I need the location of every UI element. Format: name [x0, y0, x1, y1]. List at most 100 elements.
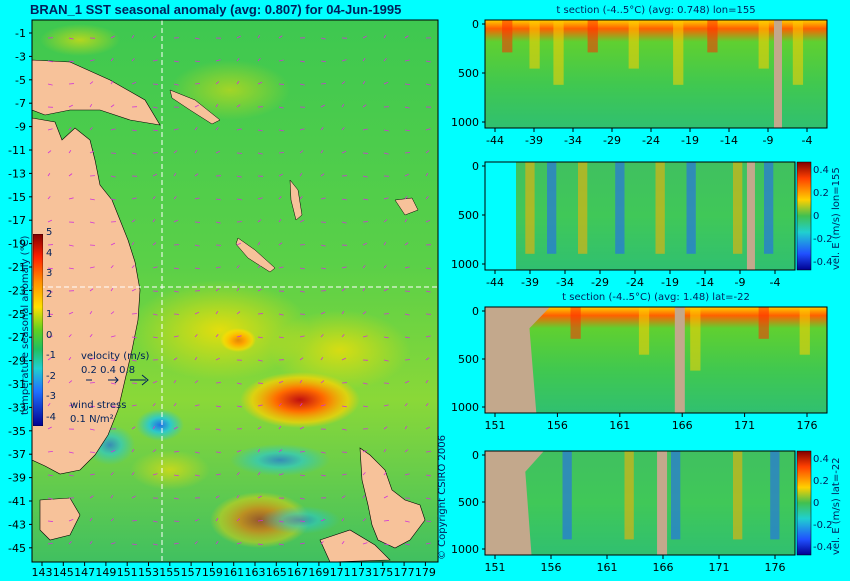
section-x-tick-label: 151	[485, 561, 506, 574]
section-feature	[759, 307, 769, 339]
section-feature	[525, 162, 534, 254]
section-y-tick-label: 500	[458, 209, 479, 222]
section-colorbar-tick: 0.2	[813, 188, 829, 199]
section-feature	[529, 20, 539, 69]
map-y-tick-label: -17	[8, 214, 26, 227]
section-land-ridge	[675, 307, 685, 413]
t-section-lon155-title: t section (-4..5°C) (avg: 0.748) lon=155	[536, 5, 776, 16]
map-colorbar-tick: -4	[46, 412, 56, 423]
map-x-tick-label: 167	[287, 566, 308, 579]
map-x-tick-label: 171	[330, 566, 351, 579]
section-x-tick-label: -44	[486, 134, 504, 147]
section-x-tick-label: 176	[765, 561, 786, 574]
section-feature	[547, 162, 556, 254]
section-feature	[578, 162, 587, 254]
map-y-tick-label: -1	[15, 27, 26, 40]
velocity-arrow	[384, 520, 389, 521]
cool-anomaly-2	[230, 444, 330, 476]
section-x-tick-label: -9	[763, 134, 774, 147]
section-x-tick-label: -24	[642, 134, 660, 147]
section-x-tick-label: 166	[653, 561, 674, 574]
map-y-tick-label: -41	[8, 495, 26, 508]
map-y-tick-label: -7	[15, 97, 26, 110]
section-colorbar-tick: -0.4	[813, 542, 833, 553]
section-x-tick-label: 156	[547, 419, 568, 432]
section-colorbar-tick: -0.2	[813, 520, 833, 531]
section-feature	[733, 451, 742, 539]
section-feature	[800, 307, 810, 355]
velocity-arrow	[48, 521, 53, 522]
section-y-tick-label: 0	[472, 449, 479, 462]
section-x-tick-label: 161	[609, 419, 630, 432]
section-feature	[502, 20, 512, 52]
section-feature	[687, 162, 696, 254]
section-y-tick-label: 0	[472, 305, 479, 318]
mild-anomaly-3	[130, 450, 210, 490]
vel-section-lat-22-colorbar	[797, 451, 811, 555]
map-colorbar-tick: 1	[46, 309, 52, 320]
map-y-tick-label: -15	[8, 191, 26, 204]
velocity-legend-arrows	[80, 372, 150, 386]
section-feature	[625, 451, 634, 539]
section-feature	[553, 20, 563, 85]
section-feature	[615, 162, 624, 254]
section-y-tick-label: 1000	[451, 543, 479, 556]
cool-anomaly-1	[136, 409, 184, 441]
map-x-tick-label: 143	[32, 566, 53, 579]
map-x-tick-label: 179	[415, 566, 436, 579]
wind-legend-value: 0.1 N/m²	[70, 414, 114, 425]
section-feature	[639, 307, 649, 355]
t-section-lat-22-title: t section (-4..5°C) (avg: 1.48) lat=-22	[536, 292, 776, 303]
map-colorbar-tick: 2	[46, 289, 52, 300]
section-y-tick-label: 0	[472, 18, 479, 31]
vel-section-lat-22-field	[485, 451, 795, 555]
section-x-tick-label: -29	[591, 276, 609, 289]
section-x-tick-label: -14	[696, 276, 714, 289]
section-x-tick-label: 171	[734, 419, 755, 432]
map-y-tick-label: -3	[15, 50, 26, 63]
section-colorbar-tick: 0.4	[813, 454, 829, 465]
map-y-tick-label: -5	[15, 74, 26, 87]
map-x-tick-label: 161	[223, 566, 244, 579]
velocity-arrow	[321, 83, 326, 84]
map-colorbar-tick: 4	[46, 248, 52, 259]
section-feature	[733, 162, 742, 254]
section-x-tick-label: -19	[661, 276, 679, 289]
velocity-arrow	[174, 521, 179, 522]
section-x-tick-label: -19	[681, 134, 699, 147]
section-x-tick-label: -29	[603, 134, 621, 147]
section-x-tick-label: 161	[597, 561, 618, 574]
section-nodata	[485, 162, 516, 270]
section-x-tick-label: -39	[521, 276, 539, 289]
map-x-tick-label: 155	[159, 566, 180, 579]
map-y-tick-label: -43	[8, 518, 26, 531]
wind-legend-title: wind stress	[70, 400, 126, 411]
section-colorbar-tick: -0.2	[813, 234, 833, 245]
section-feature	[793, 20, 803, 85]
velocity-arrow	[174, 451, 179, 452]
map-x-tick-label: 165	[266, 566, 287, 579]
section-x-tick-label: 171	[709, 561, 730, 574]
map-x-tick-label: 173	[351, 566, 372, 579]
section-feature	[759, 20, 769, 69]
map-colorbar	[33, 234, 43, 426]
velocity-legend-title: velocity (m/s)	[81, 351, 149, 362]
section-feature	[671, 451, 680, 539]
section-colorbar-tick: 0	[813, 211, 819, 222]
section-y-tick-label: 1000	[451, 116, 479, 129]
section-feature	[588, 20, 598, 52]
section-y-tick-label: 500	[458, 67, 479, 80]
mild-anomaly-2	[270, 310, 410, 390]
map-x-tick-label: 159	[202, 566, 223, 579]
section-y-tick-label: 1000	[451, 258, 479, 271]
map-colorbar-tick: -1	[46, 350, 56, 361]
vel-section-lon155-colorbar-label: vel. E (m/s) lon=155	[831, 167, 842, 270]
map-x-tick-label: 149	[95, 566, 116, 579]
velocity-arrow	[405, 152, 410, 153]
section-y-tick-label: 1000	[451, 401, 479, 414]
map-x-tick-label: 153	[138, 566, 159, 579]
map-colorbar-tick: 5	[46, 227, 52, 238]
mild-anomaly-5	[40, 24, 120, 56]
section-colorbar-tick: 0.4	[813, 165, 829, 176]
